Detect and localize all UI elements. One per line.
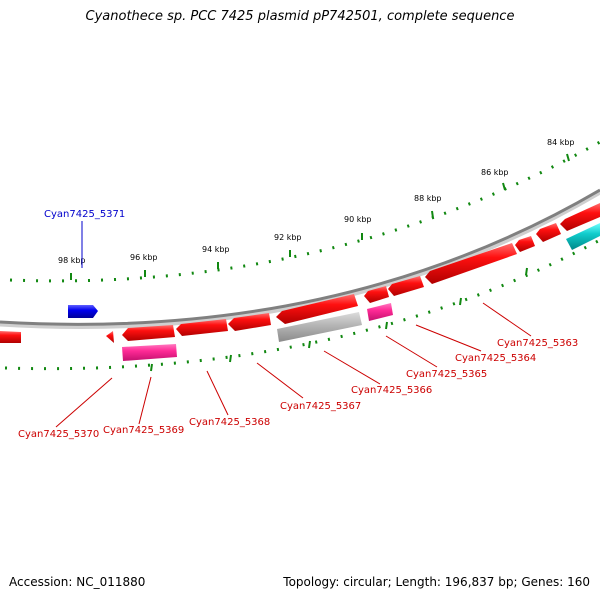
cds-arrow	[176, 319, 228, 336]
cds-arrow-left-edge	[0, 331, 21, 343]
backbone-circle	[0, 188, 600, 326]
scale-label-92: 92 kbp	[274, 233, 302, 242]
gene-label-5370: Cyan7425_5370	[18, 429, 99, 440]
backbone-shadow	[0, 189, 600, 330]
scale-label-94: 94 kbp	[202, 245, 230, 254]
scale-label-96: 96 kbp	[130, 253, 158, 262]
gene-label-5364: Cyan7425_5364	[455, 353, 536, 364]
cds-arrow	[276, 294, 358, 324]
cds-arrow	[425, 243, 517, 284]
cds-arrow	[228, 313, 271, 331]
topology-summary-text: Topology: circular; Length: 196,837 bp; …	[283, 575, 590, 589]
gene-label-5368: Cyan7425_5368	[189, 417, 270, 428]
gene-label-5366: Cyan7425_5366	[351, 385, 432, 396]
gene-label-5367: Cyan7425_5367	[280, 401, 361, 412]
gene-label-5363: Cyan7425_5363	[497, 338, 578, 349]
cds-arrow	[515, 236, 535, 252]
cds-arrow	[364, 286, 389, 303]
cds-arrow	[560, 203, 600, 231]
map-title: Cyanothece sp. PCC 7425 plasmid pP742501…	[85, 9, 515, 24]
pink-feature	[367, 303, 393, 321]
label-leaders	[55, 221, 532, 428]
gene-labels: Cyan7425_5371 Cyan7425_5370 Cyan7425_536…	[18, 209, 578, 440]
grey-feature	[277, 312, 362, 342]
scale-label-84: 84 kbp	[547, 138, 575, 147]
gene-label-5371: Cyan7425_5371	[44, 209, 125, 220]
pink-feature	[122, 344, 177, 361]
outer-scale-ring	[9, 140, 600, 283]
cds-arrow	[388, 276, 424, 296]
cds-arrow	[122, 325, 175, 341]
scale-label-88: 88 kbp	[414, 194, 442, 203]
cds-blue-arrow	[68, 305, 98, 318]
accession-text: Accession: NC_011880	[9, 575, 146, 589]
scale-label-86: 86 kbp	[481, 168, 509, 177]
inner-scale-ring	[4, 238, 600, 372]
cds-arrow-small	[106, 331, 114, 343]
gene-label-5369: Cyan7425_5369	[103, 425, 184, 436]
gene-label-5365: Cyan7425_5365	[406, 369, 487, 380]
cds-cyan-arrow	[566, 223, 600, 250]
cds-arrows	[0, 203, 600, 343]
scale-label-90: 90 kbp	[344, 215, 372, 224]
scale-labels: 84 kbp 86 kbp 88 kbp 90 kbp 92 kbp 94 kb…	[58, 138, 575, 265]
scale-label-98: 98 kbp	[58, 256, 86, 265]
cds-arrow	[536, 223, 561, 242]
